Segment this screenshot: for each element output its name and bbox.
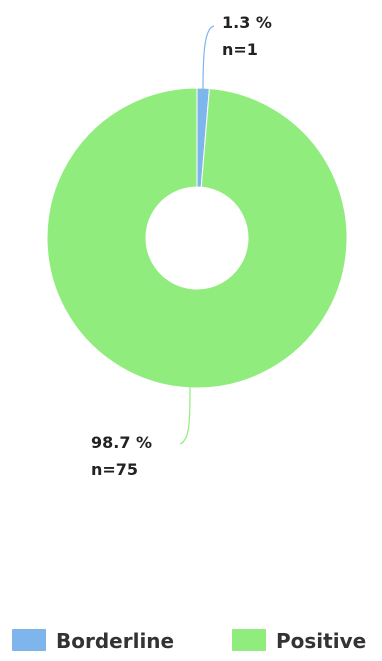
slices-group [46,87,348,389]
slice-label-positive-count: n=75 [91,460,138,479]
slice-label-borderline-percent: 1.3 % [222,13,272,32]
legend-swatch-borderline [12,629,46,651]
connector-line-positive [179,386,191,445]
connector-line-borderline [202,25,215,91]
legend-label-borderline: Borderline [56,629,174,653]
legend: Borderline Positive [12,629,366,653]
legend-item-borderline[interactable]: Borderline [12,629,174,653]
legend-swatch-positive [232,629,266,651]
legend-item-positive[interactable]: Positive [232,629,366,653]
slice-positive[interactable] [46,87,348,389]
legend-label-positive: Positive [276,629,366,653]
slice-label-positive-percent: 98.7 % [91,433,152,452]
slice-label-borderline-count: n=1 [222,40,258,59]
